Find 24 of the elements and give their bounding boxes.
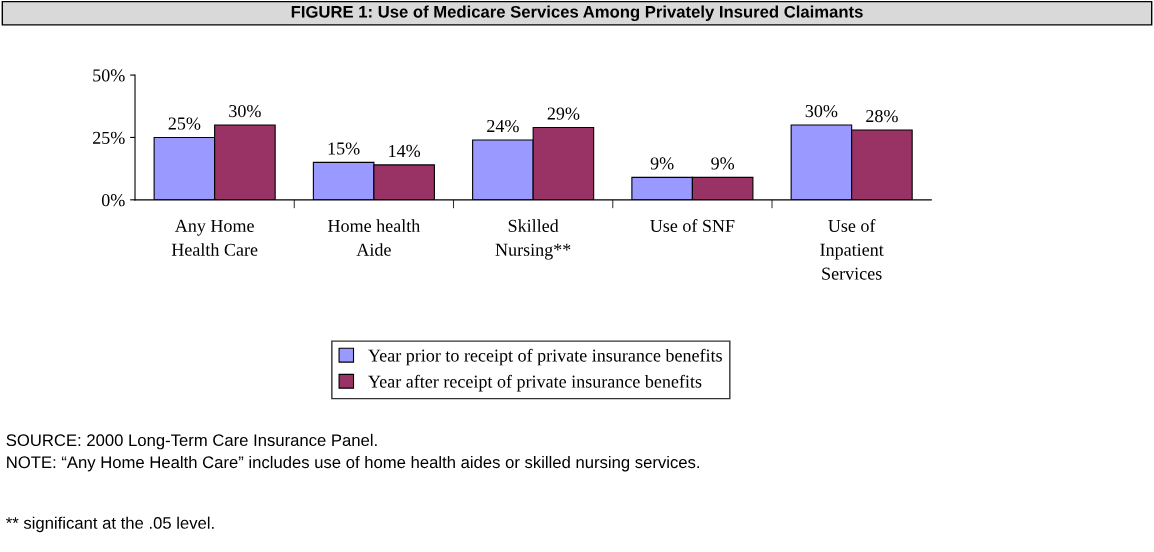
y-tick-label: 0% [101,194,125,207]
y-tick-label: 50% [93,69,125,82]
data-label: 9% [650,157,674,170]
x-tick-label: Any Home Health Care [171,219,258,256]
text: ** significant at the .05 level. [6,516,214,533]
x-tick-label: Use of Inpatient Services [820,219,884,280]
x-tick-label: Home health Aide [328,219,421,256]
y-tick-label: 25% [92,131,125,144]
source-note: SOURCE: 2000 Long-Term Care Insurance Panel. [6,433,377,450]
data-label: 15% [328,142,360,155]
x-tick-label: Skilled Nursing** [495,219,571,260]
chart-title: FIGURE 1: Use of Medicare Services Among Privately Insured Claimants [291,5,863,22]
data-label: 9% [711,157,735,170]
data-label: 24% [487,119,519,133]
data-label: 14% [389,144,421,158]
data-label: 25% [168,117,201,130]
data-label: 30% [229,104,261,118]
data-label: 30% [805,104,838,118]
legend-label: Year after receipt of private insurance benefits [368,374,702,392]
x-tick-label: Use of SNF [650,219,735,232]
legend-label: Year prior to receipt of private insurance benefits [368,348,722,366]
data-label: 28% [866,109,898,123]
data-label: 29% [547,107,580,120]
text: NOTE: “Any Home Health Care” includes use of home health aides or skilled nursing services. [7,455,699,472]
